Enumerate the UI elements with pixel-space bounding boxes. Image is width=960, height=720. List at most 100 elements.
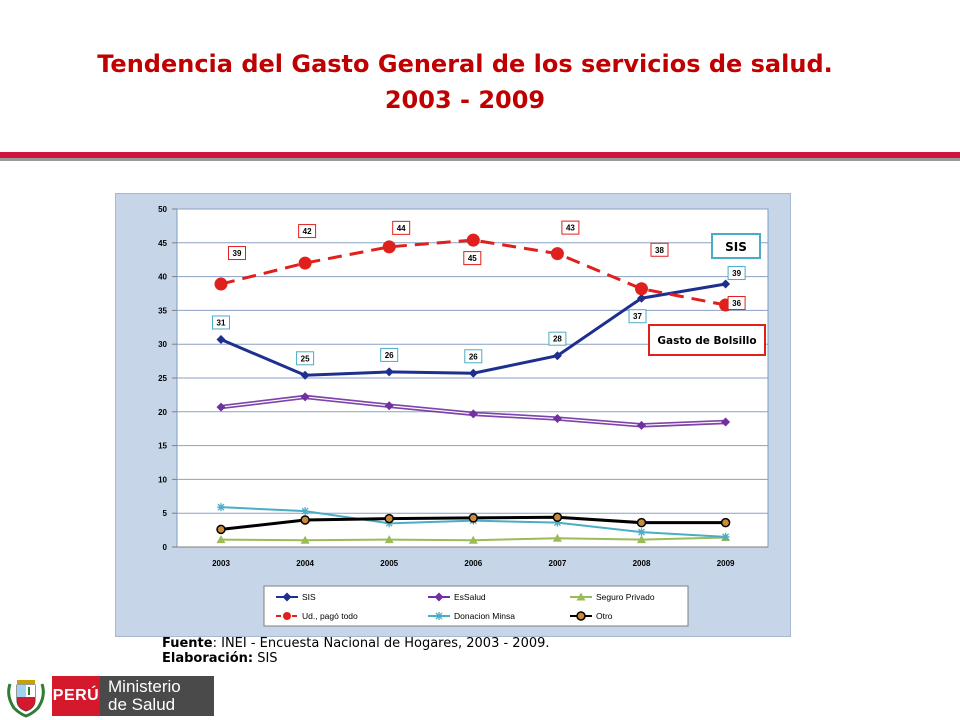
point-otro <box>636 517 647 528</box>
legend-marker-otro <box>576 611 586 621</box>
legend-label-donacion-minsa: Donacion Minsa <box>454 611 515 621</box>
legend-marker-ud-pag-todo <box>283 612 291 620</box>
legend-marker-sis <box>282 592 292 602</box>
data-label-ud-pago-todo: 44 <box>397 224 406 233</box>
x-tick-label: 2007 <box>549 559 567 568</box>
source-line: Fuente: INEI - Encuesta Nacional de Hoga… <box>162 636 550 651</box>
x-tick-label: 2005 <box>380 559 398 568</box>
point-seguro-privado <box>216 535 226 544</box>
annotation-gasto-bolsillo: Gasto de Bolsillo <box>657 335 756 347</box>
data-label-sis-box <box>628 309 647 324</box>
page-title-line1: Tendencia del Gasto General de los servi… <box>97 50 833 78</box>
header-divider-red <box>0 152 960 158</box>
credit-label: Elaboración: <box>162 651 254 666</box>
data-label-sis: 26 <box>469 352 478 361</box>
point-essalud <box>300 392 310 402</box>
y-tick-label: 15 <box>158 442 167 451</box>
ministry-name: Ministerio de Salud <box>100 676 214 716</box>
point-essalud <box>468 409 478 419</box>
point-sis <box>384 367 394 377</box>
y-tick-label: 25 <box>158 374 167 383</box>
point-otro <box>720 517 731 528</box>
x-tick-label: 2008 <box>633 559 651 568</box>
data-label-sis-box <box>380 347 399 362</box>
data-label-sis-box <box>727 266 746 281</box>
point-sis <box>300 370 310 380</box>
ministry-logo: PERÚ Ministerio de Salud <box>0 672 214 720</box>
data-label-sis-box <box>296 351 315 366</box>
data-label-ud-pago-todo-box <box>463 251 482 266</box>
point-seguro-privado <box>384 535 394 544</box>
point-sis <box>637 293 646 303</box>
point-ud-pag-todo <box>214 277 228 291</box>
data-label-sis-box <box>464 349 483 364</box>
data-label-ud-pago-todo-box <box>727 295 746 310</box>
data-label-ud-pago-todo: 42 <box>303 227 312 236</box>
point-seguro-privado <box>300 535 310 544</box>
point-donacion-minsa <box>637 528 646 537</box>
legend-box <box>263 585 689 627</box>
source-label: Fuente <box>162 636 213 651</box>
point-donacion-minsa <box>301 507 310 516</box>
data-label-sis: 25 <box>301 354 310 363</box>
point-sis <box>552 351 562 361</box>
point-essalud <box>552 414 562 424</box>
ministry-name-line1: Ministerio <box>108 677 181 696</box>
ministry-name-line2: de Salud <box>108 695 176 714</box>
credit-line: Elaboración: SIS <box>162 651 278 666</box>
y-tick-label: 30 <box>158 340 167 349</box>
data-label-ud-pago-todo-box <box>650 242 669 257</box>
y-tick-label: 10 <box>158 475 167 484</box>
point-sis <box>216 334 226 344</box>
point-donacion-minsa <box>217 503 225 512</box>
y-tick-label: 35 <box>158 306 167 315</box>
peru-badge: PERÚ <box>52 676 100 716</box>
data-label-ud-pago-todo-box <box>392 220 411 235</box>
y-tick-label: 45 <box>158 239 167 248</box>
legend-label-sis: SIS <box>302 592 316 602</box>
x-tick-label: 2003 <box>212 559 230 568</box>
x-tick-label: 2004 <box>296 559 314 568</box>
source-text: : INEI - Encuesta Nacional de Hogares, 2… <box>212 636 550 651</box>
point-essalud <box>637 420 646 430</box>
y-tick-label: 0 <box>163 543 168 552</box>
header-divider-gray <box>0 158 960 161</box>
point-essalud <box>384 401 394 411</box>
data-label-ud-pago-todo-box <box>298 224 317 239</box>
legend-label-ud-pag-todo: Ud., pagó todo <box>302 611 358 621</box>
data-label-ud-pago-todo: 36 <box>732 299 741 308</box>
point-essalud <box>721 417 731 427</box>
coat-of-arms-icon <box>7 680 45 718</box>
point-seguro-privado <box>637 535 646 544</box>
point-ud-pag-todo <box>382 240 396 254</box>
data-label-sis: 37 <box>633 312 642 321</box>
legend-marker-seguro-privado <box>576 592 586 601</box>
point-ud-pag-todo <box>550 247 564 261</box>
annotation-sis: SIS <box>725 240 747 254</box>
data-label-sis: 28 <box>553 335 562 344</box>
data-label-ud-pago-todo: 43 <box>566 224 575 233</box>
legend-label-otro: Otro <box>596 611 613 621</box>
credit-text: SIS <box>253 651 278 666</box>
data-label-ud-pago-todo-box <box>228 246 246 261</box>
annotation-sis-box <box>711 233 761 259</box>
data-label-ud-pago-todo: 38 <box>655 246 664 255</box>
point-otro <box>384 513 394 524</box>
annotation-gasto-bolsillo-box <box>648 324 766 356</box>
point-seguro-privado <box>468 535 478 544</box>
data-label-ud-pago-todo: 39 <box>233 249 242 258</box>
page-title-line2: 2003 - 2009 <box>384 86 546 114</box>
chart-area: 0 5 10 15 20 25 30 35 40 45 50 2003 2004 2005 2006 2007… <box>115 193 791 637</box>
point-seguro-privado <box>552 533 562 542</box>
point-sis <box>468 368 478 378</box>
data-label-sis: 39 <box>732 269 741 278</box>
data-label-sis: 31 <box>217 318 226 327</box>
legend-label-essalud: EsSalud <box>454 592 486 602</box>
point-essalud <box>216 402 226 412</box>
point-otro <box>216 524 226 535</box>
line-chart: 0 5 10 15 20 25 30 35 40 45 50 2003 2004 2005 2006 2007… <box>158 205 769 627</box>
legend-marker-essalud <box>434 592 444 602</box>
x-tick-label: 2009 <box>717 559 735 568</box>
data-label-sis: 26 <box>385 351 394 360</box>
point-donacion-minsa <box>721 532 730 541</box>
